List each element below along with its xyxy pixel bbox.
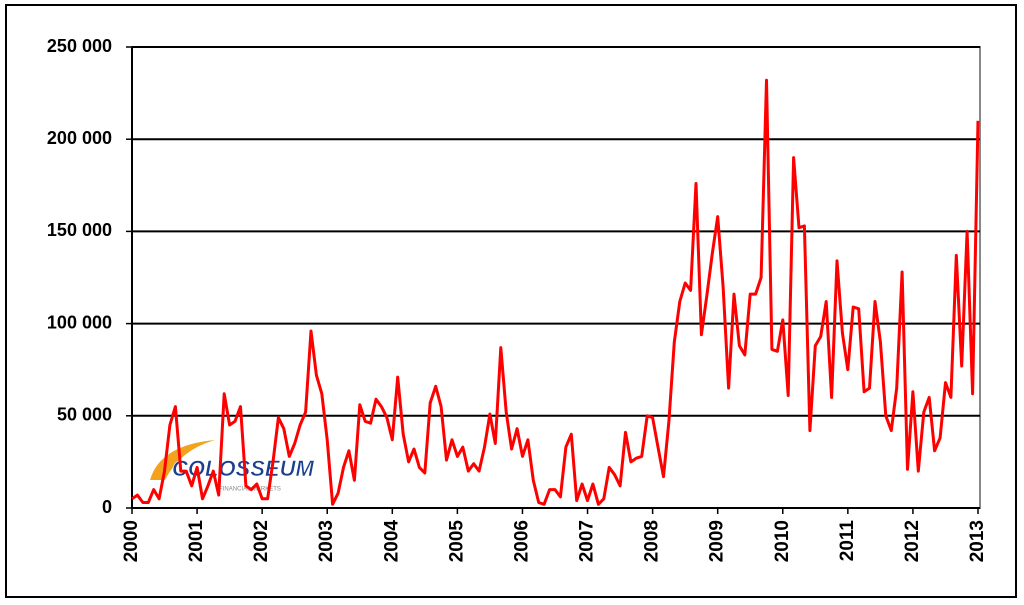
y-tick-label: 250 000 — [47, 36, 112, 56]
x-tick-label: 2000 — [121, 520, 142, 562]
y-tick-label: 50 000 — [57, 405, 112, 425]
x-tick-label: 2011 — [837, 520, 858, 562]
x-tick-label: 2005 — [446, 520, 467, 563]
line-series — [131, 78, 980, 506]
x-tick-label: 2003 — [316, 520, 337, 562]
x-tick-label: 2008 — [642, 520, 663, 562]
x-tick-label: 2013 — [967, 520, 988, 562]
y-tick-label: 0 — [102, 497, 112, 517]
x-tick-label: 2007 — [577, 520, 598, 562]
logo-swoosh — [150, 440, 215, 480]
x-tick-label: 2006 — [511, 520, 532, 562]
x-tick-label: 2001 — [186, 520, 207, 563]
x-tick-label: 2012 — [902, 520, 923, 562]
x-tick-label: 2004 — [381, 520, 402, 563]
y-tick-label: 100 000 — [47, 312, 112, 332]
x-tick-label: 2009 — [707, 520, 728, 562]
y-tick-label: 150 000 — [47, 220, 112, 240]
x-tick-label: 2002 — [251, 520, 272, 562]
frame — [5, 4, 1017, 598]
y-tick-label: 200 000 — [47, 128, 112, 148]
x-tick-label: 2010 — [772, 520, 793, 562]
